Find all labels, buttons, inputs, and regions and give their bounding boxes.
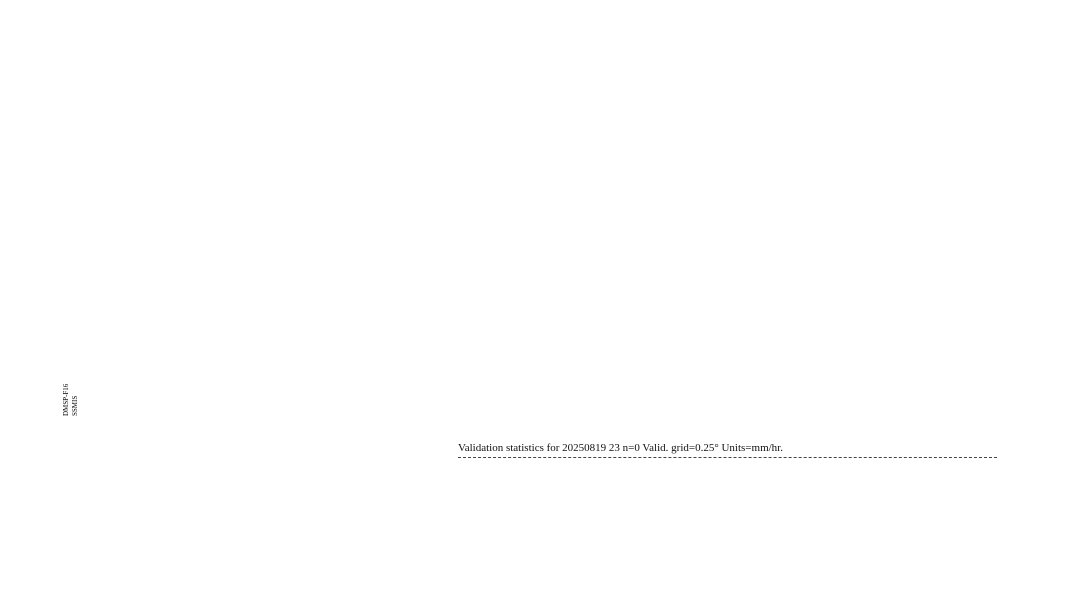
satellite-name: DMSP-F16 [62,383,70,416]
validation-statistics-text: Validation statistics for 20250819 23 n=… [458,442,783,454]
satellite-sensor-label: DMSP-F16 SSMIS [62,326,79,416]
sensor-name: SSMIS [70,395,79,416]
footer-dashed-line [458,457,997,458]
